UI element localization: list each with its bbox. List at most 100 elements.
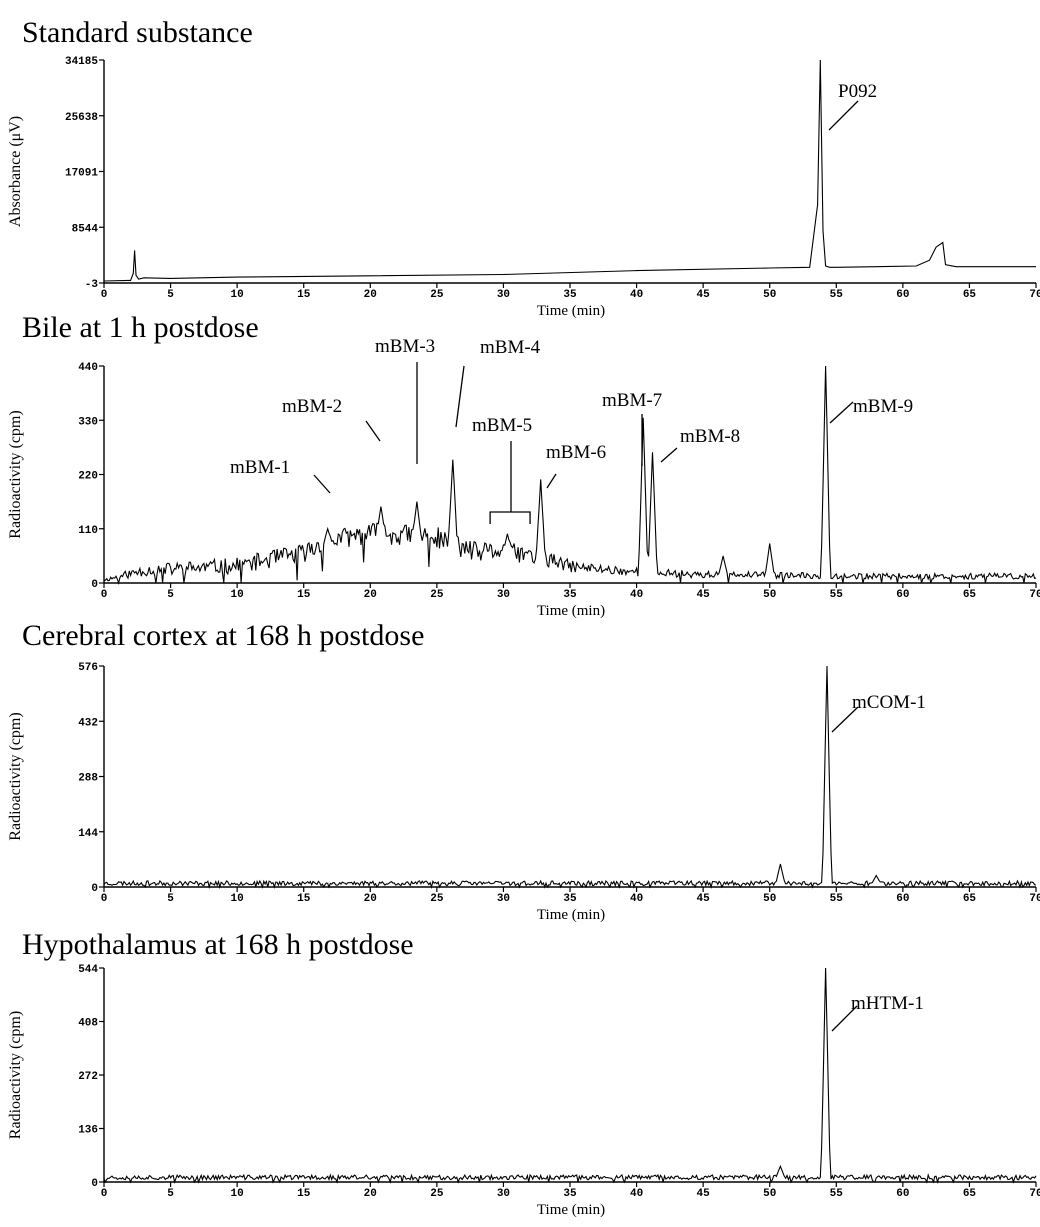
x-tick-label: 20 — [364, 589, 377, 601]
x-tick-label: 10 — [231, 289, 244, 301]
x-tick-label: 20 — [364, 1188, 377, 1200]
y-tick-label: 136 — [78, 1125, 98, 1137]
chart-title: Hypothalamus at 168 h postdose — [22, 928, 414, 961]
y-axis-label: Radioactivity (cpm) — [7, 1011, 24, 1139]
peak-label: mBM-3 — [375, 336, 435, 357]
x-tick-label: 5 — [167, 893, 174, 905]
chart-panel-1: Standard substance -3 8544 17091 25638 34185 0… — [7, 16, 1040, 319]
x-tick-label: 65 — [963, 289, 977, 301]
x-tick-label: 40 — [630, 589, 643, 601]
x-tick-label: 20 — [364, 893, 377, 905]
x-tick-label: 65 — [963, 589, 977, 601]
x-tick-label: 65 — [963, 893, 977, 905]
chart-title: Cerebral cortex at 168 h postdose — [22, 619, 424, 652]
x-axis-label: Time (min) — [537, 1202, 605, 1218]
y-tick-label: 440 — [78, 362, 98, 374]
x-tick-label: 70 — [1029, 289, 1040, 301]
y-tick-label: 576 — [78, 662, 98, 674]
peak-leader-line — [830, 402, 853, 423]
x-tick-label: 30 — [497, 1188, 510, 1200]
data-trace — [104, 60, 1036, 281]
y-tick-label: 0 — [91, 579, 98, 591]
x-axis-label: Time (min) — [537, 603, 605, 619]
x-tick-label: 15 — [297, 289, 311, 301]
x-tick-label: 5 — [167, 589, 174, 601]
x-tick-label: 70 — [1029, 893, 1040, 905]
x-axis-label: Time (min) — [537, 303, 605, 319]
x-tick-label: 5 — [167, 1188, 174, 1200]
x-tick-label: 20 — [364, 289, 377, 301]
chart-title: Standard substance — [22, 16, 253, 49]
x-tick-label: 35 — [563, 289, 577, 301]
x-tick-label: 35 — [563, 1188, 577, 1200]
x-tick-label: 70 — [1029, 589, 1040, 601]
x-tick-label: 35 — [563, 893, 577, 905]
x-tick-label: 30 — [497, 893, 510, 905]
x-tick-label: 15 — [297, 1188, 311, 1200]
x-tick-label: 50 — [763, 893, 776, 905]
peak-leader-line — [456, 366, 464, 427]
peak-label: mBM-9 — [853, 396, 913, 417]
x-tick-label: 50 — [763, 289, 776, 301]
x-tick-label: 10 — [231, 893, 244, 905]
x-tick-label: 0 — [101, 893, 108, 905]
y-tick-label: 144 — [78, 828, 98, 840]
x-tick-label: 5 — [167, 289, 174, 301]
peak-leader-line — [366, 421, 380, 441]
x-tick-label: 45 — [697, 289, 711, 301]
x-tick-label: 15 — [297, 589, 311, 601]
peak-label: mBM-7 — [602, 390, 662, 411]
y-tick-label: 0 — [91, 1178, 98, 1190]
x-tick-label: 30 — [497, 589, 510, 601]
y-tick-label: 408 — [78, 1018, 98, 1030]
chart-panel-2: Bile at 1 h postdose 0 110 220 330 440 0 5 10 15 2… — [7, 311, 1040, 619]
x-tick-label: 25 — [430, 893, 444, 905]
peak-label: mBM-5 — [472, 415, 532, 436]
x-tick-label: 15 — [297, 893, 311, 905]
y-axis-label: Absorbance (μV) — [7, 116, 24, 227]
x-tick-label: 40 — [630, 289, 643, 301]
y-tick-label: 544 — [78, 964, 98, 976]
x-tick-label: 70 — [1029, 1188, 1040, 1200]
y-tick-label: 34185 — [65, 56, 98, 68]
y-axis-label: Radioactivity (cpm) — [7, 712, 24, 840]
y-tick-label: 25638 — [65, 112, 98, 124]
peak-label: mBM-8 — [680, 426, 740, 447]
x-tick-label: 10 — [231, 1188, 244, 1200]
y-tick-label: -3 — [85, 279, 99, 291]
chart-title: Bile at 1 h postdose — [22, 311, 259, 344]
x-tick-label: 0 — [101, 1188, 108, 1200]
x-tick-label: 60 — [896, 1188, 909, 1200]
y-tick-label: 330 — [78, 416, 98, 428]
x-tick-label: 25 — [430, 589, 444, 601]
peak-label: mBM-6 — [546, 442, 606, 463]
x-tick-label: 65 — [963, 1188, 977, 1200]
y-tick-label: 8544 — [72, 223, 99, 235]
y-tick-label: 288 — [78, 773, 98, 785]
y-tick-label: 110 — [78, 525, 98, 537]
x-tick-label: 60 — [896, 289, 909, 301]
y-tick-label: 272 — [78, 1071, 98, 1083]
x-tick-label: 25 — [430, 1188, 444, 1200]
x-tick-label: 0 — [101, 589, 108, 601]
peak-label: mBM-2 — [282, 396, 342, 417]
x-tick-label: 55 — [830, 589, 844, 601]
peak-range-bracket — [490, 512, 530, 524]
peak-label: mBM-1 — [230, 457, 290, 478]
x-tick-label: 50 — [763, 589, 776, 601]
x-tick-label: 45 — [697, 893, 711, 905]
x-tick-label: 40 — [630, 893, 643, 905]
x-tick-label: 55 — [830, 893, 844, 905]
y-tick-label: 17091 — [65, 168, 98, 180]
peak-label: P092 — [838, 81, 877, 102]
peak-leader-line — [314, 475, 330, 493]
y-tick-label: 432 — [78, 717, 98, 729]
x-tick-label: 60 — [896, 589, 909, 601]
peak-label: mCOM-1 — [852, 692, 926, 713]
peak-leader-line — [661, 448, 677, 462]
x-tick-label: 45 — [697, 1188, 711, 1200]
y-tick-label: 0 — [91, 883, 98, 895]
x-tick-label: 55 — [830, 1188, 844, 1200]
x-tick-label: 0 — [101, 289, 108, 301]
